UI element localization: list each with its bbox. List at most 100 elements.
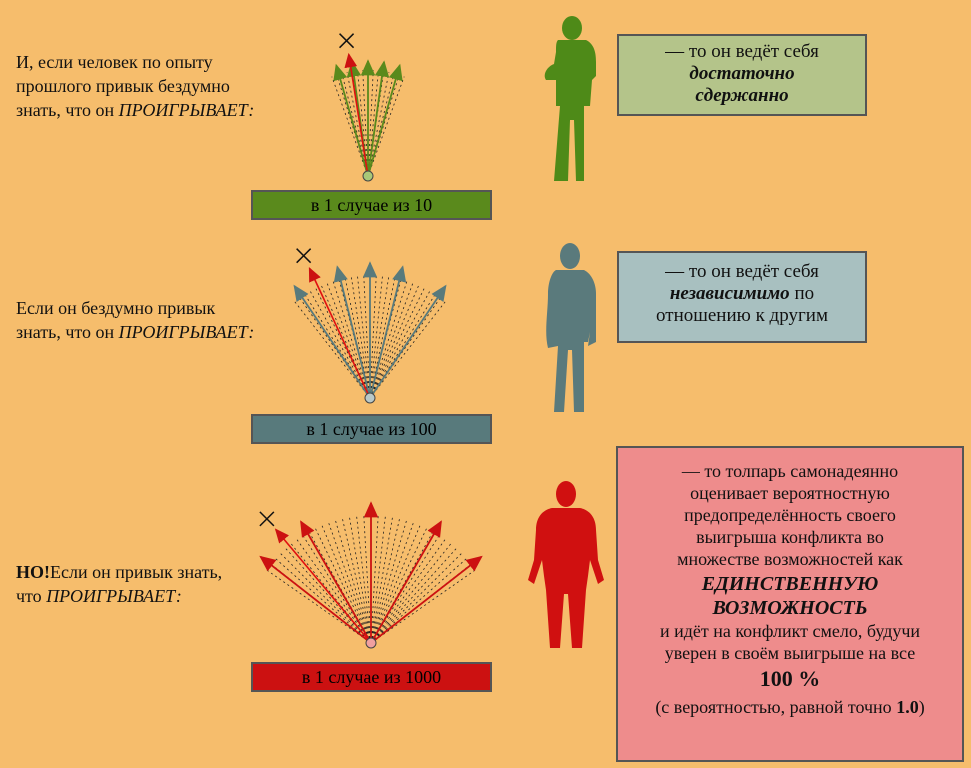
fan-3-dashed-line (265, 568, 372, 644)
fan-3-dashed-line (370, 526, 428, 644)
fan-2-dashed-line (293, 299, 371, 399)
fan-1-arrow (367, 63, 403, 177)
row3-text-line1-plain: Если он привык знать, (50, 562, 223, 582)
fan-3-origin-node (365, 637, 377, 649)
fan-3-dashed-line (370, 514, 379, 644)
fan-2-dashed-line (369, 273, 377, 399)
fan-3-dashed-line (279, 552, 372, 644)
fan-1-losing-arrow (344, 52, 369, 177)
row3-box-last-pre: (с вероятностью, равной точно (655, 697, 897, 717)
fan-3-dashed-line (370, 515, 394, 644)
fan-3-dashed-line (348, 515, 372, 644)
fan-3-cross-mark (259, 511, 275, 527)
fan-2-dashed-line (356, 274, 371, 399)
fan-2-origin-node (364, 392, 376, 404)
row3-text-line1: НО!Если он привык знать, (16, 560, 316, 584)
fan-3-dashed-line (341, 517, 372, 644)
fan-3-dashed-line (370, 557, 468, 644)
fan-1-dashed-line (331, 76, 369, 177)
row1-text-line1: И, если человек по опыту (16, 52, 213, 72)
fan-3-dashed-line (314, 526, 372, 644)
row3-box-last-post: ) (918, 697, 925, 717)
row2-box-line1: — то он ведёт себя (665, 261, 819, 282)
row3-box-line-0: — то толпарь самонадеянно (681, 461, 899, 481)
fan-2-dashed-line (369, 275, 390, 399)
row3-box-last-bold: 1.0 (896, 697, 919, 717)
fan-3-dashed-line (370, 523, 421, 644)
fan-3-arrow (370, 555, 483, 644)
row1-text-line3-plain: знать, что он (16, 100, 119, 120)
row3-box-emph1: ЕДИНСТВЕННУЮ (701, 573, 879, 595)
fan-3-dashed-line (370, 517, 401, 644)
row3-box-line-1: оценивает вероятностную (690, 483, 890, 503)
fan-1-arrow (333, 63, 369, 177)
row3-box-last: (с вероятностью, равной точно 1.0) (618, 696, 962, 718)
row2-box-line3: отношению к другим (656, 305, 828, 326)
row1-text-italic: ПРОИГРЫВАЕТ: (118, 100, 255, 120)
row3-box-line-6: уверен в своём выигрыше на все (664, 643, 916, 663)
fan-3-dashed-line (370, 552, 463, 644)
row1-caption: в 1 случае из 10 (251, 190, 492, 220)
row3-box: — то толпарь самонадеянно оценивает веро… (616, 446, 964, 762)
person-independent-icon (546, 243, 596, 412)
row2-text-line2: знать, что он ПРОИГРЫВАЕТ: (16, 320, 316, 344)
fan-1-cross-mark (339, 33, 355, 49)
row3-text-line2: что ПРОИГРЫВАЕТ: (16, 584, 316, 608)
row2-text-line1: Если он бездумно привык (16, 298, 216, 318)
row3-text-italic: ПРОИГРЫВАЕТ: (46, 586, 182, 606)
fan-3-dashed-line (370, 547, 458, 644)
fan-2-dashed-line (350, 275, 371, 399)
fan-2-dashed-line (332, 279, 371, 399)
fan-3-dashed-line (370, 521, 415, 644)
fan-2-dashed-line (363, 273, 371, 399)
fan-2-dashed-line (369, 286, 426, 399)
fan-2-dashed-line (369, 283, 420, 399)
row3-text-line2-plain: что (16, 586, 47, 606)
row3-box-line-4: множестве возможностей как (677, 549, 903, 569)
fan-3-dashed-line (274, 557, 372, 644)
fan-2-arrow (369, 284, 447, 399)
fan-3-dashed-line (370, 519, 408, 644)
fan-2-cross-mark (296, 248, 312, 264)
fan-3-dashed-line (327, 521, 372, 644)
fan-3-dashed-line (370, 514, 386, 644)
fan-2-losing-arrow (308, 266, 371, 399)
fan-3-dashed-line (334, 519, 372, 644)
row2-box-line2-bold: независимимо (669, 283, 790, 304)
fan-2-dashed-line (326, 281, 371, 399)
fan-1-arrow (367, 60, 390, 177)
fan-2-dashed-line (369, 274, 384, 399)
fan-3-dashed-line (295, 538, 372, 644)
fan-3-arrow (370, 520, 442, 644)
row3-caption: в 1 случае из 1000 (251, 662, 492, 692)
row3-text: НО!Если он привык знать, что ПРОИГРЫВАЕТ… (16, 560, 316, 608)
row3-box-line-2: предопределённость своего (684, 505, 896, 525)
row2-text-line2-plain: знать, что он (16, 322, 119, 342)
row1-box-line2: достаточно (689, 63, 795, 84)
fan-1-dashed-line (367, 76, 405, 177)
fan-3-arrow (300, 520, 372, 644)
fan-2-arrow (333, 265, 371, 399)
row3-text-bold: НО! (16, 562, 50, 582)
fan-3-dashed-line (370, 568, 477, 644)
row2-text: Если он бездумно привык знать, что он ПР… (16, 296, 316, 344)
row2-text-italic: ПРОИГРЫВАЕТ: (118, 322, 255, 342)
fan-3-arrow (259, 555, 372, 644)
fan-3-dashed-line (363, 514, 372, 644)
row2-box-line2-rest: по (789, 283, 815, 304)
fan-1-origin-node (362, 170, 374, 182)
fan-2-dashed-line (309, 289, 371, 399)
row1-box-line3: сдержанно (695, 85, 789, 106)
row3-box-line-3: выигрыша конфликта во (696, 527, 884, 547)
fan-3-dashed-line (356, 514, 372, 644)
row3-box-emph2: ВОЗМОЖНОСТЬ (712, 597, 868, 619)
row3-box-line-5: и идёт на конфликт смело, будучи (659, 621, 921, 641)
person-overconfident-icon (528, 481, 604, 648)
row3-box-percent: 100 % (759, 666, 821, 691)
row1-text-line2: прошлого привык бездумно (16, 76, 230, 96)
row2-caption: в 1 случае из 100 (251, 414, 492, 444)
fan-2-dashed-line (369, 281, 414, 399)
fan-3-dashed-line (370, 538, 447, 644)
fan-3-dashed-line (321, 523, 372, 644)
